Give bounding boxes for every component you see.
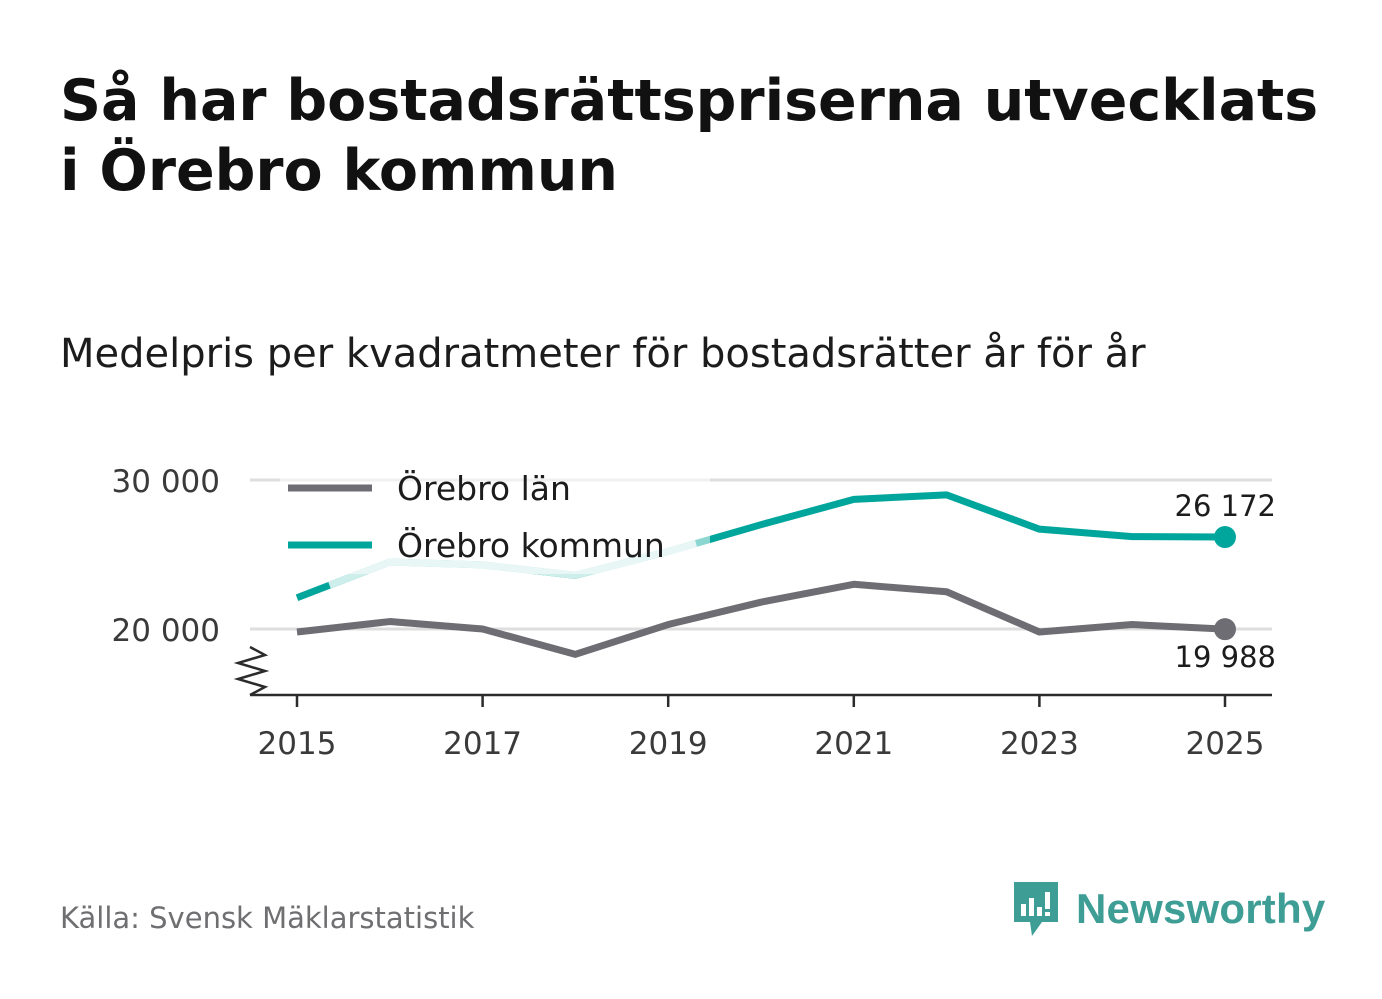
brand-logo: Newsworthy [1010,878,1325,940]
axes: 20 000 30 000 2015 2017 2019 2021 2023 2025 [112,464,1272,762]
legend: Örebro län Örebro kommun [280,466,710,574]
x-tick-label: 2021 [814,726,893,762]
x-tick-label: 2017 [443,726,522,762]
x-tick-label: 2015 [258,726,337,762]
brand-name: Newsworthy [1076,885,1326,932]
series-line-lan [296,580,1226,658]
end-point-marker [1214,526,1236,549]
end-value-label: 19 988 [1175,640,1276,674]
data-labels: 19 988 26 172 [1175,489,1276,674]
axis-break-icon [233,645,270,697]
y-tick-label: 30 000 [112,464,220,500]
source-note: Källa: Svensk Mäklarstatistik [60,901,475,935]
legend-background [280,466,710,574]
x-tick-label: 2023 [1000,726,1079,762]
x-tick-label: 2019 [629,726,708,762]
legend-label-lan: Örebro län [397,468,571,508]
end-value-label: 26 172 [1175,489,1276,523]
end-point-marker [1214,618,1236,641]
chart-title: Så har bostadsrättspriserna utvecklats i… [60,68,1319,204]
newsworthy-logo-icon [1014,882,1058,936]
x-tick-label: 2025 [1186,726,1265,762]
legend-label-kommun: Örebro kommun [397,525,665,565]
y-tick-label: 20 000 [112,613,220,649]
chart-subtitle: Medelpris per kvadratmeter för bostadsrä… [60,331,1146,377]
